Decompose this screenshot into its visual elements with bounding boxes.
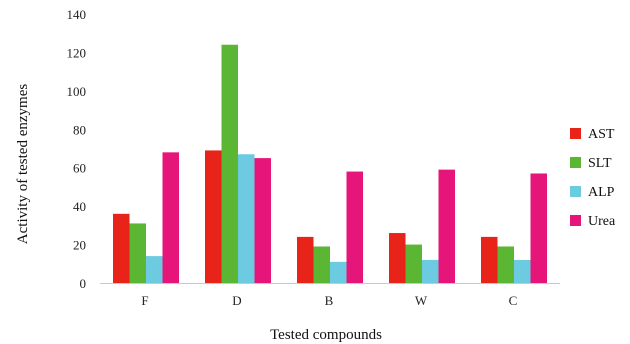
y-tick-label: 140 bbox=[67, 7, 87, 22]
bar-urea-f bbox=[162, 152, 179, 283]
bar-urea-c bbox=[530, 173, 547, 283]
legend-swatch-slt bbox=[570, 157, 581, 168]
x-tick-label: F bbox=[141, 293, 148, 308]
y-tick-label: 80 bbox=[73, 122, 86, 137]
bar-urea-w bbox=[438, 169, 455, 283]
y-axis-title: Activity of tested enzymes bbox=[15, 84, 31, 245]
y-tick-label: 0 bbox=[80, 276, 87, 291]
bar-ast-w bbox=[389, 233, 406, 283]
y-tick-label: 60 bbox=[73, 161, 86, 176]
bar-ast-c bbox=[481, 236, 498, 283]
y-tick-label: 100 bbox=[67, 84, 87, 99]
y-tick-label: 20 bbox=[73, 238, 86, 253]
bar-urea-d bbox=[254, 158, 271, 283]
bar-slt-w bbox=[405, 244, 422, 283]
bar-alp-f bbox=[146, 256, 163, 283]
bar-ast-f bbox=[113, 213, 130, 283]
x-tick-label: D bbox=[232, 293, 241, 308]
legend: AST SLT ALP Urea bbox=[570, 127, 616, 229]
bar-urea-b bbox=[346, 171, 363, 283]
bar-alp-w bbox=[422, 259, 439, 283]
bar-slt-b bbox=[313, 246, 330, 283]
y-axis-ticks: 0 20 40 60 80 100 120 140 bbox=[67, 7, 87, 291]
x-tick-label: B bbox=[325, 293, 334, 308]
bar-alp-d bbox=[238, 154, 255, 283]
legend-label-urea: Urea bbox=[588, 214, 616, 229]
bar-slt-f bbox=[129, 223, 146, 283]
x-tick-label: C bbox=[509, 293, 518, 308]
legend-label-ast: AST bbox=[588, 127, 615, 142]
bar-slt-d bbox=[221, 44, 238, 283]
bar-ast-b bbox=[297, 236, 314, 283]
legend-label-slt: SLT bbox=[588, 156, 612, 171]
legend-swatch-alp bbox=[570, 186, 581, 197]
bar-ast-d bbox=[205, 150, 222, 283]
bar-slt-c bbox=[497, 246, 514, 283]
x-axis-title: Tested compounds bbox=[270, 327, 382, 343]
y-tick-label: 120 bbox=[67, 45, 87, 60]
legend-label-alp: ALP bbox=[588, 185, 615, 200]
bars bbox=[113, 44, 547, 283]
bar-alp-b bbox=[330, 261, 347, 283]
y-tick-label: 40 bbox=[73, 199, 86, 214]
x-tick-label: W bbox=[415, 293, 428, 308]
legend-swatch-ast bbox=[570, 128, 581, 139]
bar-alp-c bbox=[514, 259, 531, 283]
legend-swatch-urea bbox=[570, 215, 581, 226]
